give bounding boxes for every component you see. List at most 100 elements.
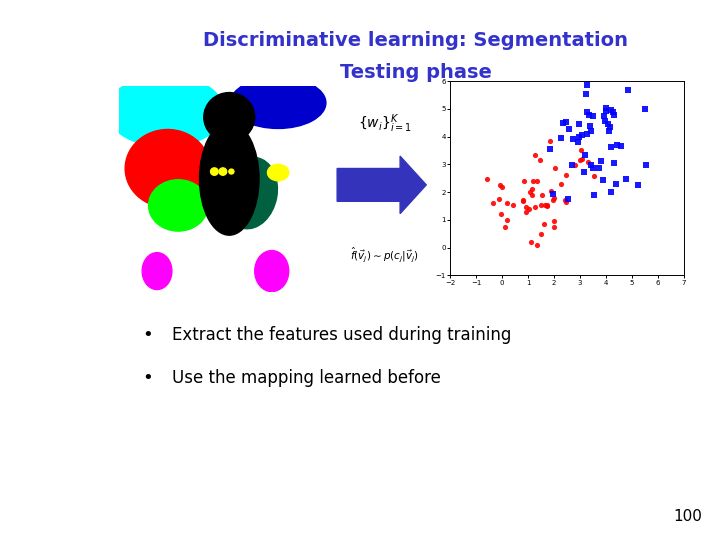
Point: [573, 132, 585, 141]
Point: [574, 120, 585, 129]
Point: [577, 155, 588, 164]
Circle shape: [210, 168, 218, 176]
Point: [549, 164, 561, 172]
Point: [494, 181, 505, 190]
Point: [595, 157, 607, 166]
Point: [555, 180, 567, 188]
Point: [610, 179, 621, 188]
Point: [500, 223, 511, 232]
Text: Computer: Computer: [13, 47, 99, 61]
Point: [523, 205, 534, 214]
Ellipse shape: [217, 124, 241, 164]
Point: [572, 137, 584, 146]
Point: [580, 90, 592, 99]
Point: [560, 118, 572, 126]
Point: [575, 146, 586, 154]
Point: [588, 191, 600, 199]
Point: [585, 160, 596, 169]
Point: [518, 177, 529, 186]
Ellipse shape: [125, 130, 210, 207]
Text: •: •: [142, 326, 153, 344]
Point: [588, 172, 599, 180]
Point: [482, 175, 493, 184]
Point: [534, 156, 546, 164]
Point: [599, 117, 611, 125]
Circle shape: [204, 92, 255, 142]
Text: $\hat{f}(\vec{v}_j) \sim p(c_j|\vec{v}_j)$: $\hat{f}(\vec{v}_j) \sim p(c_j|\vec{v}_j…: [350, 245, 419, 264]
Point: [535, 229, 546, 238]
Text: Use the mapping learned before: Use the mapping learned before: [173, 369, 441, 387]
Point: [497, 183, 508, 192]
Point: [582, 80, 593, 89]
Point: [547, 196, 559, 205]
Point: [600, 107, 611, 116]
Point: [578, 167, 590, 176]
Text: Testing phase: Testing phase: [340, 63, 492, 83]
Ellipse shape: [255, 251, 289, 292]
Point: [620, 174, 631, 183]
Point: [632, 181, 644, 190]
Point: [517, 197, 528, 205]
Point: [544, 145, 556, 153]
Point: [545, 187, 557, 195]
Point: [518, 195, 529, 204]
Point: [600, 104, 612, 112]
Point: [538, 220, 549, 228]
Point: [593, 164, 605, 173]
Point: [524, 187, 536, 196]
Text: •: •: [142, 369, 153, 387]
Point: [584, 122, 595, 130]
Point: [588, 112, 599, 120]
Text: Extract the features used during training: Extract the features used during trainin…: [173, 326, 512, 344]
Point: [566, 160, 577, 169]
Point: [531, 177, 543, 185]
Point: [585, 127, 597, 136]
Point: [526, 191, 538, 199]
Point: [616, 141, 627, 150]
Point: [608, 107, 619, 116]
Point: [606, 143, 617, 152]
Point: [574, 156, 585, 165]
Text: 100: 100: [673, 509, 702, 524]
Point: [526, 185, 537, 194]
Point: [507, 201, 518, 210]
Point: [582, 157, 594, 166]
Point: [563, 125, 575, 133]
Point: [567, 134, 579, 143]
Text: Discriminative learning: Segmentation: Discriminative learning: Segmentation: [203, 31, 629, 50]
Point: [539, 200, 550, 209]
Ellipse shape: [148, 180, 208, 231]
Point: [639, 104, 651, 113]
Point: [541, 202, 553, 211]
Point: [570, 161, 581, 170]
Circle shape: [229, 169, 234, 174]
Ellipse shape: [107, 75, 224, 147]
Point: [526, 238, 537, 246]
Point: [577, 130, 588, 139]
Point: [605, 106, 616, 115]
Point: [608, 111, 619, 120]
Point: [495, 210, 507, 219]
FancyArrow shape: [337, 156, 426, 214]
Point: [548, 217, 559, 225]
Point: [555, 134, 567, 143]
Point: [549, 194, 560, 202]
Point: [547, 189, 559, 198]
Point: [557, 118, 569, 127]
Ellipse shape: [199, 122, 259, 235]
Circle shape: [219, 168, 227, 176]
Point: [588, 164, 599, 172]
Point: [603, 119, 614, 128]
Point: [598, 176, 609, 185]
Point: [563, 195, 575, 204]
Point: [582, 130, 593, 138]
Point: [559, 195, 570, 204]
Point: [641, 160, 652, 169]
Point: [536, 191, 547, 199]
Text: Vision: Vision: [30, 79, 82, 93]
Point: [603, 126, 614, 135]
Point: [623, 86, 634, 94]
Point: [605, 187, 616, 196]
Point: [608, 159, 619, 167]
Ellipse shape: [223, 158, 277, 229]
